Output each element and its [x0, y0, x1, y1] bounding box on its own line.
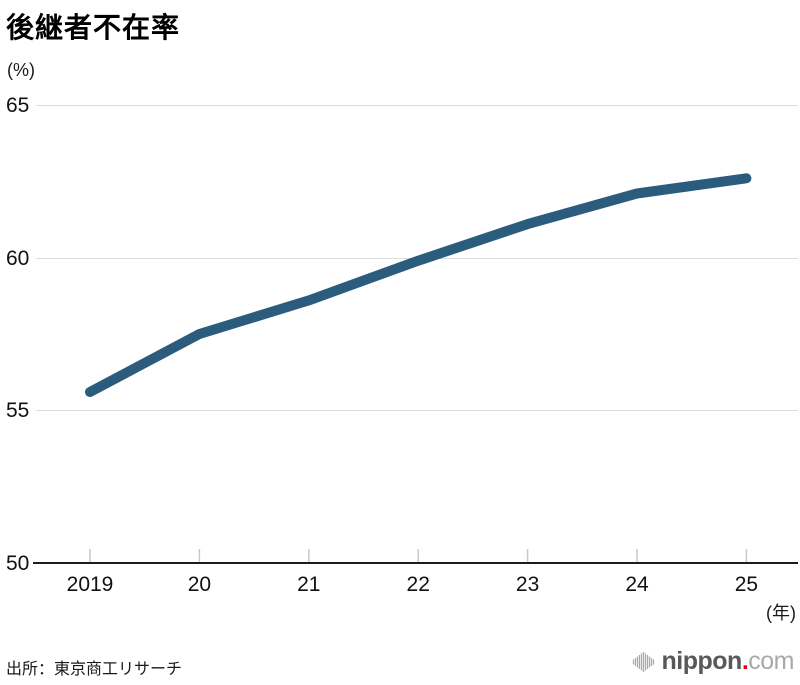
source-note: 出所：東京商工リサーチ: [6, 661, 183, 678]
x-tick-label-2019: 2019: [67, 573, 114, 596]
x-tick-label-20: 20: [188, 573, 211, 596]
soundwave-bars-icon: [632, 651, 654, 672]
x-tick-label-22: 22: [407, 573, 430, 596]
y-tick-label-60: 60: [6, 247, 29, 270]
x-tick-label-24: 24: [625, 573, 649, 596]
x-axis-unit-label: (年): [766, 603, 796, 623]
x-tick-label-23: 23: [516, 573, 539, 596]
x-tick-label-21: 21: [297, 573, 320, 596]
chart-title: 後継者不在率: [6, 12, 181, 43]
x-tick-label-25: 25: [735, 573, 758, 596]
data-line-後継者不在率: [85, 173, 752, 397]
y-tick-label-55: 55: [6, 399, 29, 422]
nippon-com-logo: nippon.com: [632, 647, 795, 676]
y-tick-label-50: 50: [6, 552, 29, 575]
y-axis-unit-label: (%): [7, 60, 35, 80]
nippon-com-wordmark: nippon.com: [662, 647, 795, 676]
logo-dot: .: [741, 647, 749, 675]
logo-tld: com: [748, 647, 794, 675]
logo-name: nippon: [661, 647, 743, 675]
y-tick-label-65: 65: [6, 94, 29, 117]
